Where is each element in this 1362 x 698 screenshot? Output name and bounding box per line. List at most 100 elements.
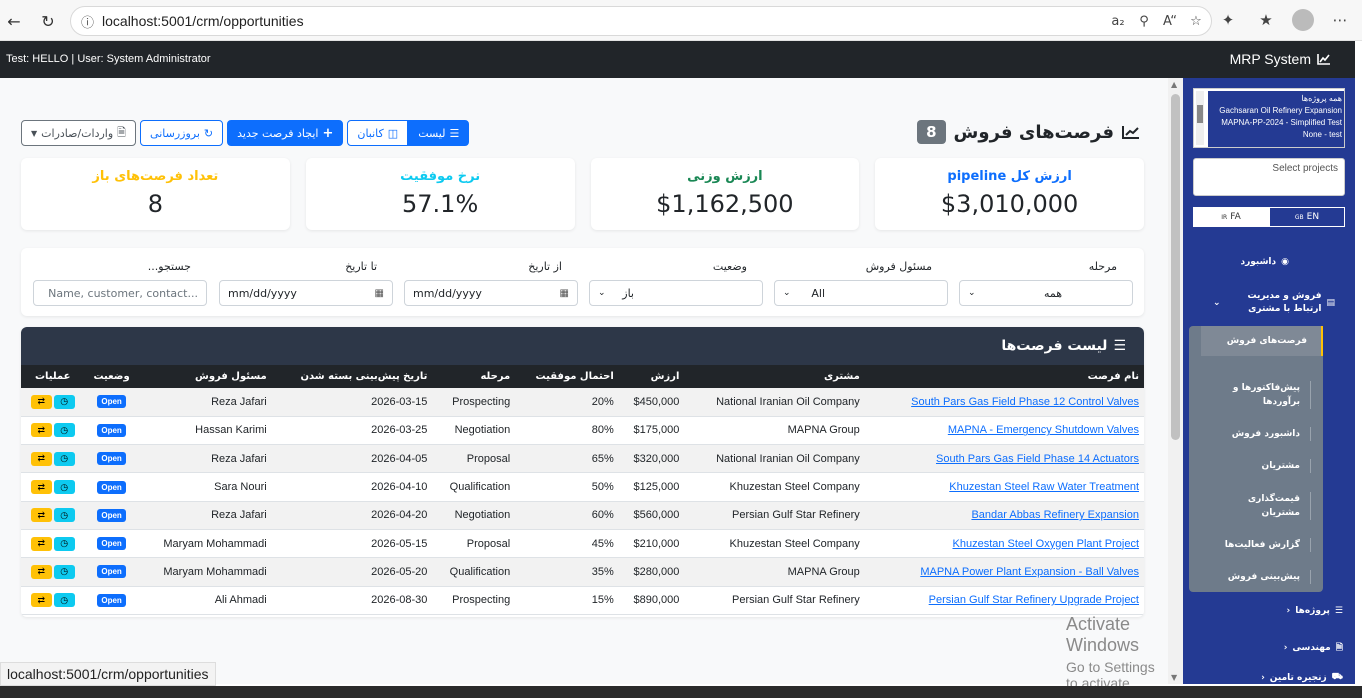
cell-name[interactable]: MAPNA - Emergency Shutdown Valves	[865, 416, 1144, 444]
submenu-sales-dashboard[interactable]: داشبورد فروش	[1232, 427, 1311, 441]
table-row[interactable]: MAPNA Power Plant Expansion - Ball Valve…	[21, 557, 1144, 587]
calendar-icon[interactable]: ▦	[559, 287, 569, 299]
submenu-customer-pricing[interactable]: قیمت‌گذاری مشتریان	[1221, 492, 1311, 520]
submenu-opportunities[interactable]: فرصت‌های فروش	[1201, 326, 1323, 356]
cell-name[interactable]: Persian Gulf Star Refinery Upgrade Proje…	[865, 586, 1144, 614]
clock-icon[interactable]: ◷	[53, 394, 75, 409]
scroll-up-icon[interactable]: ▲	[1171, 80, 1178, 89]
clock-icon[interactable]: ◷	[53, 564, 75, 579]
cell-name[interactable]: MAPNA Power Plant Expansion - Ball Valve…	[865, 558, 1144, 586]
opportunity-link[interactable]: Khuzestan Steel Oxygen Plant Project	[952, 537, 1140, 550]
more-icon[interactable]: ⋯	[1332, 11, 1348, 29]
sidebar-item-sales-crm[interactable]: ▤ فروش و مدیریت ارتباط با مشتری ⌄	[1185, 290, 1335, 316]
scroll-down-icon[interactable]: ▼	[1171, 673, 1178, 682]
opportunity-link[interactable]: South Pars Gas Field Phase 12 Control Va…	[911, 395, 1139, 408]
col-status[interactable]: وضعیت	[93, 371, 130, 382]
transfer-icon[interactable]: ⇄	[30, 451, 52, 466]
page-scrollbar[interactable]: ▲ ▼	[1168, 78, 1183, 684]
opportunity-link[interactable]: Khuzestan Steel Raw Water Treatment	[949, 481, 1139, 494]
reload-icon[interactable]: ↻	[41, 11, 55, 31]
submenu-quotes[interactable]: پیش‌فاکتورها و برآوردها	[1211, 381, 1311, 409]
submenu-activity-report[interactable]: گزارش فعالیت‌ها	[1225, 538, 1311, 552]
transfer-icon[interactable]: ⇄	[30, 564, 52, 579]
lang-fa-button[interactable]: IR FA	[1193, 207, 1269, 227]
clock-icon[interactable]: ◷	[53, 480, 75, 495]
cell-name[interactable]: Bandar Abbas Refinery Expansion	[865, 501, 1144, 529]
refresh-button[interactable]: بروزرسانی ↻	[140, 120, 224, 146]
table-row[interactable]: Khuzestan Steel Raw Water Treatment Khuze…	[21, 473, 1144, 502]
sidebar-item-dashboard[interactable]: ◉ داشبورد	[1240, 257, 1289, 267]
clock-icon[interactable]: ◷	[53, 451, 75, 466]
cell-name[interactable]: Khuzestan Steel Raw Water Treatment	[865, 473, 1144, 501]
submenu-customers[interactable]: مشتریان	[1262, 459, 1311, 473]
sidebar-item-supply-chain[interactable]: ⛟ زنجیره تامین ‹	[1261, 672, 1343, 683]
transfer-icon[interactable]: ⇄	[30, 593, 52, 608]
table-row[interactable]: Bandar Abbas Refinery Expansion Persian G…	[21, 501, 1144, 530]
status-select[interactable]: باز ⌄	[589, 280, 763, 306]
from-date-input[interactable]: mm/dd/yyyy ▦	[404, 280, 578, 306]
opportunity-link[interactable]: MAPNA Power Plant Expansion - Ball Valve…	[920, 565, 1139, 578]
cell-name[interactable]: South Pars Gas Field Phase 12 Control Va…	[865, 388, 1144, 416]
opportunity-link[interactable]: South Pars Gas Field Phase 14 Actuators	[935, 452, 1139, 465]
project-option[interactable]: Gachsaran Oil Refinery Expansion	[1219, 106, 1342, 115]
project-option[interactable]: None - test	[1302, 130, 1342, 139]
sidebar-item-engineering[interactable]: 🗎 مهندسی ‹	[1284, 640, 1343, 656]
table-row[interactable]: South Pars Gas Field Phase 14 Actuators N…	[21, 444, 1144, 473]
col-owner[interactable]: مسئول فروش	[195, 371, 267, 382]
project-option[interactable]: MAPNA-PP-2024 - Simplified Test	[1221, 118, 1342, 127]
table-row[interactable]: Persian Gulf Star Refinery Upgrade Proje…	[21, 586, 1144, 615]
cell-stage: Qualification	[449, 481, 511, 494]
project-list[interactable]: همه پروژه‌ها Gachsaran Oil Refinery Expa…	[1193, 88, 1345, 148]
import-export-dropdown[interactable]: ▼ واردات/صادرات 🗎	[21, 120, 137, 146]
lang-en-button[interactable]: GB EN	[1269, 207, 1345, 227]
address-bar[interactable]: ⓘ localhost:5001/crm/opportunities a₂ ⚲ …	[70, 6, 1212, 36]
favorite-star-icon[interactable]: ☆	[1190, 13, 1202, 29]
clock-icon[interactable]: ◷	[53, 508, 75, 523]
col-probability[interactable]: احتمال موفقیت	[535, 371, 614, 382]
read-aloud-icon[interactable]: A“	[1163, 13, 1177, 29]
transfer-icon[interactable]: ⇄	[30, 394, 52, 409]
clock-icon[interactable]: ◷	[53, 423, 75, 438]
transfer-icon[interactable]: ⇄	[30, 508, 52, 523]
opportunity-link[interactable]: Bandar Abbas Refinery Expansion	[971, 509, 1139, 522]
cell-name[interactable]: Khuzestan Steel Oxygen Plant Project	[865, 529, 1144, 557]
sidebar-item-projects[interactable]: ☰ پروژه‌ها ‹	[1287, 606, 1343, 616]
project-list-scrollbar[interactable]	[1196, 91, 1204, 145]
table-row[interactable]: Khuzestan Steel Oxygen Plant Project Khuz…	[21, 529, 1144, 558]
favorites-icon[interactable]: ★	[1259, 11, 1273, 29]
transfer-icon[interactable]: ⇄	[30, 536, 52, 551]
project-multiselect[interactable]: Select projects	[1193, 158, 1345, 196]
col-close-date[interactable]: تاریخ پیش‌بینی بسته شدن	[300, 371, 428, 382]
owner-select[interactable]: All ⌄	[774, 280, 948, 306]
site-info-icon[interactable]: ⓘ	[81, 15, 95, 31]
search-input[interactable]: Name, customer, contact...	[33, 280, 207, 306]
scroll-thumb[interactable]	[1171, 94, 1180, 440]
submenu-sales-forecast[interactable]: پیش‌بینی فروش	[1228, 570, 1311, 584]
back-icon[interactable]: ←	[7, 11, 21, 31]
col-value[interactable]: ارزش	[650, 371, 680, 382]
create-opportunity-button[interactable]: ایجاد فرصت جدید +	[227, 120, 344, 146]
transfer-icon[interactable]: ⇄	[30, 423, 52, 438]
transfer-icon[interactable]: ⇄	[30, 480, 52, 495]
profile-avatar[interactable]	[1292, 9, 1314, 31]
col-customer[interactable]: مشتری	[823, 371, 860, 382]
calendar-icon[interactable]: ▦	[374, 287, 384, 299]
cell-name[interactable]: South Pars Gas Field Phase 14 Actuators	[865, 445, 1144, 473]
extensions-icon[interactable]: ✦	[1221, 11, 1235, 29]
stage-select[interactable]: همه ⌄	[959, 280, 1133, 306]
brand[interactable]: MRP System	[1230, 51, 1331, 67]
opportunity-link[interactable]: Persian Gulf Star Refinery Upgrade Proje…	[928, 594, 1139, 607]
col-name[interactable]: نام فرصت	[1087, 371, 1139, 382]
col-stage[interactable]: مرحله	[480, 371, 511, 382]
translate-icon[interactable]: a₂	[1111, 13, 1125, 29]
clock-icon[interactable]: ◷	[53, 536, 75, 551]
table-row[interactable]: MAPNA - Emergency Shutdown Valves MAPNA G…	[21, 416, 1144, 445]
kanban-view-button[interactable]: کانبان ◫	[347, 120, 409, 146]
list-view-button[interactable]: لیست ☰	[408, 120, 470, 146]
opportunity-link[interactable]: MAPNA - Emergency Shutdown Valves	[947, 424, 1139, 437]
project-option[interactable]: همه پروژه‌ها	[1301, 94, 1342, 103]
to-date-input[interactable]: mm/dd/yyyy ▦	[219, 280, 393, 306]
clock-icon[interactable]: ◷	[53, 593, 75, 608]
zoom-icon[interactable]: ⚲	[1139, 13, 1149, 29]
table-row[interactable]: South Pars Gas Field Phase 12 Control Va…	[21, 388, 1144, 417]
